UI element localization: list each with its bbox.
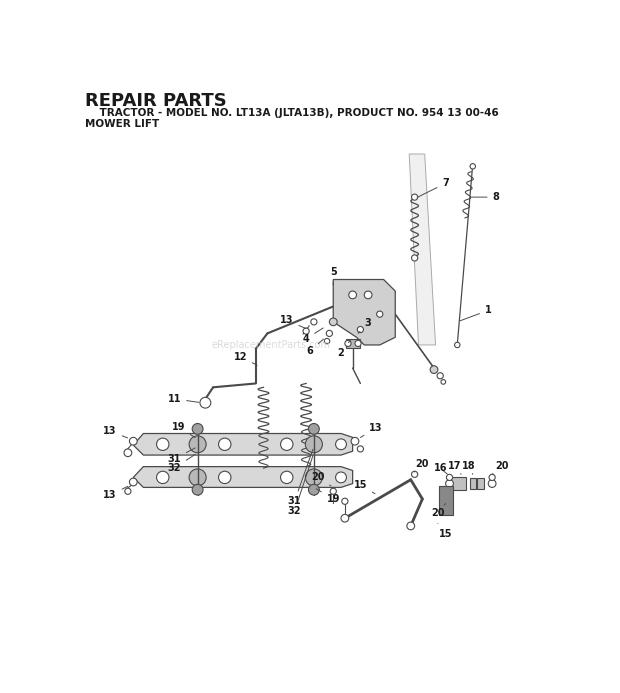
Text: 3: 3	[358, 318, 371, 333]
Circle shape	[454, 342, 460, 348]
Polygon shape	[409, 154, 435, 345]
Text: 2: 2	[338, 340, 351, 358]
Text: eReplacementParts.com: eReplacementParts.com	[212, 340, 330, 350]
Circle shape	[348, 291, 356, 299]
Circle shape	[311, 319, 317, 325]
Circle shape	[341, 514, 348, 522]
Text: 31: 31	[167, 448, 195, 464]
Bar	[477, 478, 484, 489]
Circle shape	[430, 366, 438, 374]
Text: 32: 32	[288, 455, 313, 516]
Polygon shape	[133, 466, 353, 487]
Circle shape	[280, 471, 293, 484]
Circle shape	[130, 478, 137, 486]
Circle shape	[335, 472, 347, 483]
Circle shape	[441, 380, 446, 384]
Circle shape	[335, 439, 347, 450]
Circle shape	[342, 498, 348, 505]
Text: 12: 12	[234, 351, 257, 365]
Circle shape	[306, 469, 322, 486]
Text: 20: 20	[431, 504, 446, 518]
Circle shape	[355, 340, 361, 346]
Circle shape	[306, 436, 322, 453]
Text: 15: 15	[353, 480, 375, 493]
Circle shape	[189, 469, 206, 486]
Bar	[470, 478, 476, 489]
Circle shape	[280, 438, 293, 450]
Text: 20: 20	[492, 461, 509, 474]
Bar	[439, 486, 453, 515]
Circle shape	[324, 338, 330, 344]
Text: 32: 32	[167, 455, 195, 473]
Circle shape	[303, 328, 309, 334]
Circle shape	[489, 480, 496, 487]
Text: MOWER LIFT: MOWER LIFT	[86, 119, 159, 130]
Circle shape	[192, 423, 203, 435]
Circle shape	[326, 331, 332, 337]
Text: 13: 13	[104, 486, 128, 500]
Text: 13: 13	[360, 423, 383, 437]
Bar	[346, 339, 360, 348]
Circle shape	[156, 438, 169, 450]
Circle shape	[412, 194, 418, 200]
Circle shape	[446, 480, 453, 487]
Circle shape	[130, 437, 137, 445]
Circle shape	[218, 471, 231, 484]
Circle shape	[470, 164, 476, 169]
Text: 31: 31	[288, 449, 313, 507]
Circle shape	[376, 311, 383, 317]
Circle shape	[309, 484, 319, 495]
Circle shape	[309, 423, 319, 435]
Text: 17: 17	[448, 461, 462, 474]
Text: TRACTOR - MODEL NO. LT13A (JLTA13B), PRODUCT NO. 954 13 00-46: TRACTOR - MODEL NO. LT13A (JLTA13B), PRO…	[86, 108, 499, 118]
Circle shape	[330, 488, 336, 494]
Circle shape	[357, 326, 363, 333]
Text: 4: 4	[303, 328, 323, 344]
Circle shape	[189, 436, 206, 453]
Bar	[449, 477, 466, 491]
Circle shape	[200, 397, 211, 408]
Circle shape	[365, 291, 372, 299]
Text: 6: 6	[307, 339, 324, 356]
Text: 20: 20	[311, 473, 331, 486]
Text: REPAIR PARTS: REPAIR PARTS	[86, 92, 227, 110]
Text: 7: 7	[417, 178, 449, 198]
Circle shape	[357, 446, 363, 452]
Text: 19: 19	[316, 489, 340, 504]
Circle shape	[412, 255, 418, 261]
Text: 13: 13	[104, 426, 128, 438]
Circle shape	[412, 471, 418, 477]
Polygon shape	[133, 434, 353, 455]
Circle shape	[329, 318, 337, 326]
Circle shape	[125, 488, 131, 494]
Circle shape	[218, 438, 231, 450]
Text: 1: 1	[460, 306, 492, 321]
Polygon shape	[334, 279, 396, 345]
Circle shape	[345, 340, 351, 346]
Text: 15: 15	[438, 524, 453, 538]
Circle shape	[124, 449, 131, 457]
Text: 5: 5	[330, 267, 337, 285]
Text: 18: 18	[462, 461, 476, 474]
Circle shape	[446, 474, 453, 480]
Text: 8: 8	[472, 192, 500, 202]
Circle shape	[437, 373, 443, 379]
Text: 19: 19	[172, 422, 195, 437]
Circle shape	[407, 522, 415, 529]
Circle shape	[156, 471, 169, 484]
Circle shape	[489, 474, 495, 480]
Circle shape	[192, 484, 203, 495]
Text: 16: 16	[433, 463, 448, 474]
Text: 11: 11	[167, 394, 199, 404]
Text: 13: 13	[280, 315, 306, 328]
Text: 20: 20	[415, 459, 429, 472]
Circle shape	[351, 437, 359, 445]
